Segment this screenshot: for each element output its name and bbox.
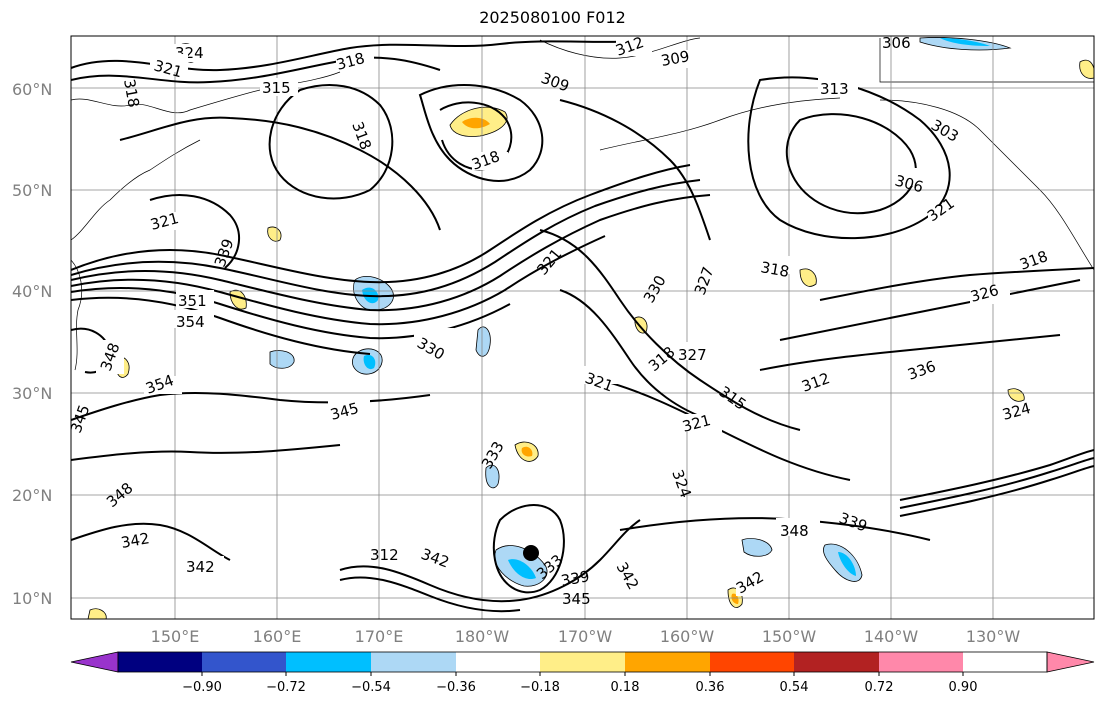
contour-label-group: 324 321 318 315 318 318 318 309 312 309 … bbox=[71, 34, 1050, 608]
shade-blue-3 bbox=[269, 350, 295, 369]
colorbar-extend-high bbox=[1046, 651, 1095, 673]
colorbar-segment bbox=[879, 652, 963, 672]
colorbar-tick-label: −0.36 bbox=[436, 680, 476, 695]
lon-label-160e: 160°E bbox=[253, 627, 302, 646]
colorbar-segment bbox=[540, 652, 625, 672]
colorbar-segment bbox=[794, 652, 879, 672]
contour-lines bbox=[71, 39, 1094, 613]
colorbar-segment bbox=[118, 652, 202, 672]
contour-label: 318 bbox=[759, 258, 790, 281]
colorbar-border bbox=[117, 651, 1048, 673]
contour-label: 351 bbox=[178, 292, 207, 310]
contour-label: 348 bbox=[780, 522, 809, 540]
contour-label: 327 bbox=[678, 346, 707, 364]
colorbar: −0.90 −0.72 −0.54 −0.36 −0.18 0.18 0.36 0.54 0.7… bbox=[70, 651, 1095, 695]
contour-label: 313 bbox=[820, 80, 849, 98]
gridlines bbox=[71, 36, 1094, 619]
colorbar-tick-label: 0.90 bbox=[949, 680, 978, 695]
shade-yellow-10 bbox=[1007, 388, 1025, 402]
shade-blue-8 bbox=[475, 326, 491, 357]
map-panel bbox=[71, 36, 1094, 619]
lon-label-160w: 160°W bbox=[660, 627, 715, 646]
shade-yellow-7 bbox=[1079, 59, 1094, 79]
lon-label-150w: 150°W bbox=[762, 627, 817, 646]
shade-cyan-4 bbox=[838, 552, 856, 576]
colorbar-segment bbox=[625, 652, 710, 672]
shade-cyan-3 bbox=[508, 559, 536, 580]
lat-label-60n: 60°N bbox=[12, 80, 52, 99]
colorbar-segment bbox=[456, 652, 540, 672]
shade-yellow-6 bbox=[799, 268, 817, 287]
colorbar-tick-label: 0.36 bbox=[696, 680, 725, 695]
contour-label: 342 bbox=[186, 558, 215, 576]
lon-label-140w: 140°W bbox=[864, 627, 919, 646]
colorbar-extend-low bbox=[70, 651, 119, 673]
shade-orange-2 bbox=[521, 446, 533, 457]
lat-label-30n: 30°N bbox=[12, 384, 52, 403]
shade-cyan-5 bbox=[940, 38, 990, 46]
shade-cyan-2 bbox=[363, 354, 376, 370]
colorbar-tick-label: −0.72 bbox=[266, 680, 306, 695]
lon-label-180w: 180°W bbox=[455, 627, 510, 646]
colorbar-segment bbox=[286, 652, 371, 672]
shade-blue-6 bbox=[741, 538, 773, 557]
contour-label: 354 bbox=[176, 313, 205, 331]
positive-shading-dark bbox=[462, 117, 739, 604]
shade-yellow-9 bbox=[87, 608, 107, 619]
colorbar-tick-label: 0.18 bbox=[611, 680, 640, 695]
shade-orange-3 bbox=[731, 593, 739, 604]
colorbar-segment bbox=[202, 652, 286, 672]
longitude-labels: 150°E 160°E 170°E 180°W 170°W 160°W 150°… bbox=[151, 627, 1021, 646]
contour-label: 339 bbox=[560, 567, 591, 590]
colorbar-tick-label: −0.54 bbox=[351, 680, 391, 695]
contour-label: 309 bbox=[660, 47, 691, 70]
storm-center-marker bbox=[523, 545, 539, 561]
colorbar-tick-label: 0.72 bbox=[865, 680, 894, 695]
lat-label-40n: 40°N bbox=[12, 282, 52, 301]
contour-label: 345 bbox=[562, 590, 591, 608]
contour-label: 315 bbox=[262, 79, 291, 97]
shade-orange-1 bbox=[462, 117, 490, 129]
lon-label-170w: 170°W bbox=[558, 627, 613, 646]
lon-label-170e: 170°E bbox=[355, 627, 404, 646]
shade-blue-9 bbox=[485, 464, 500, 489]
lat-label-50n: 50°N bbox=[12, 181, 52, 200]
lon-label-130w: 130°W bbox=[966, 627, 1021, 646]
colorbar-segment bbox=[371, 652, 456, 672]
colorbar-segment bbox=[710, 652, 794, 672]
contour-label: 306 bbox=[882, 34, 911, 52]
lat-label-10n: 10°N bbox=[12, 589, 52, 608]
map-border bbox=[70, 35, 1095, 620]
contour-label: 342 bbox=[120, 529, 151, 552]
latitude-labels: 60°N 50°N 40°N 30°N 20°N 10°N bbox=[12, 80, 52, 608]
lon-label-150e: 150°E bbox=[151, 627, 200, 646]
contour-label: 318 bbox=[120, 78, 143, 109]
shade-yellow-5 bbox=[267, 226, 282, 242]
colorbar-tick-label: 0.54 bbox=[780, 680, 809, 695]
colorbar-tick-label: −0.18 bbox=[520, 680, 560, 695]
chart-title: 2025080100 F012 bbox=[479, 8, 626, 27]
colorbar-tick-label: −0.90 bbox=[182, 680, 222, 695]
contour-label: 312 bbox=[370, 546, 399, 564]
lat-label-20n: 20°N bbox=[12, 486, 52, 505]
